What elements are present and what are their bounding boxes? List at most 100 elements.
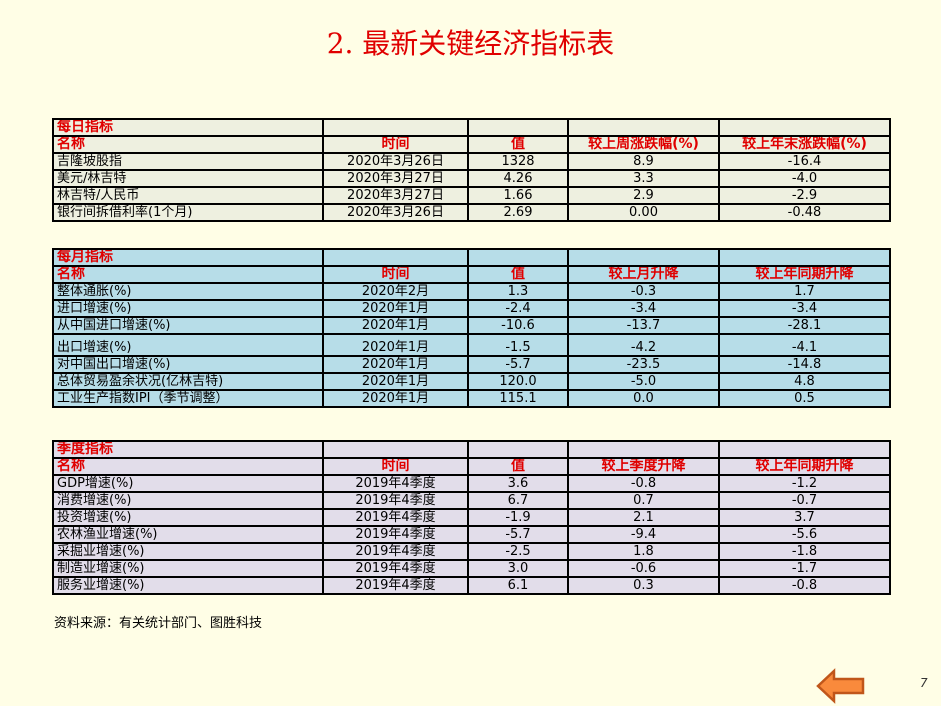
table-cell: 林吉特/人民币 bbox=[52, 186, 324, 205]
table-cell: -5.6 bbox=[718, 525, 891, 544]
table-cell: -0.48 bbox=[718, 203, 891, 222]
table-cell: 0.5 bbox=[718, 389, 891, 408]
table-cell: 0.00 bbox=[567, 203, 720, 222]
table-cell: -10.6 bbox=[467, 316, 569, 335]
column-header: 时间 bbox=[322, 265, 469, 284]
table-cell: 0.7 bbox=[567, 491, 720, 510]
table-cell: 2.1 bbox=[567, 508, 720, 527]
table-row: 从中国进口增速(%) 2020年1月 -10.6 -13.7 -28.1 bbox=[52, 316, 891, 335]
table-cell: 3.7 bbox=[718, 508, 891, 527]
section-title: 季度指标 bbox=[52, 440, 324, 459]
table-cell: 总体贸易盈余状况(亿林吉特) bbox=[52, 372, 324, 391]
back-arrow-icon[interactable] bbox=[815, 668, 867, 704]
column-header: 较上年末涨跌幅(%) bbox=[718, 135, 891, 154]
table-cell: -4.1 bbox=[718, 333, 891, 357]
column-header: 名称 bbox=[52, 265, 324, 284]
table-cell: 2019年4季度 bbox=[322, 559, 469, 578]
table-cell: -1.2 bbox=[718, 474, 891, 493]
table-cell: -1.7 bbox=[718, 559, 891, 578]
column-header: 较上年同期升降 bbox=[718, 457, 891, 476]
table-cell: -2.5 bbox=[467, 542, 569, 561]
table-cell: -5.7 bbox=[467, 355, 569, 374]
table-cell: 3.6 bbox=[467, 474, 569, 493]
column-header: 值 bbox=[467, 135, 569, 154]
table-cell: 银行间拆借利率(1个月) bbox=[52, 203, 324, 222]
table-cell: 8.9 bbox=[567, 152, 720, 171]
table-cell: -3.4 bbox=[718, 299, 891, 318]
table-row: 总体贸易盈余状况(亿林吉特) 2020年1月 120.0 -5.0 4.8 bbox=[52, 372, 891, 391]
table-row: 进口增速(%) 2020年1月 -2.4 -3.4 -3.4 bbox=[52, 299, 891, 318]
quarterly-indicators-table: 季度指标 名称 时间值较上季度升降 较上年同期升降 GDP增速(%) 2019年4季度 3.… bbox=[52, 440, 891, 595]
table-cell: 2.9 bbox=[567, 186, 720, 205]
monthly-indicators-table: 每月指标 名称 时间值较上月升降 较上年同期升降 整体通胀(%) 2020年2月 1.3 -0… bbox=[52, 248, 891, 408]
table-cell: 2020年3月26日 bbox=[322, 203, 469, 222]
table-cell: 2020年2月 bbox=[322, 282, 469, 301]
column-header: 较上季度升降 bbox=[567, 457, 720, 476]
table-cell: 从中国进口增速(%) bbox=[52, 316, 324, 335]
table-cell: 0.0 bbox=[567, 389, 720, 408]
daily-indicators-table: 每日指标 名称 时间值较上周涨跌幅(%) 较上年末涨跌幅(%) 吉隆坡股指 2020年3月… bbox=[52, 118, 891, 222]
table-row: 出口增速(%) 2020年1月 -1.5 -4.2 -4.1 bbox=[52, 333, 891, 357]
table-cell: -13.7 bbox=[567, 316, 720, 335]
table-cell: -28.1 bbox=[718, 316, 891, 335]
table-cell: -2.4 bbox=[467, 299, 569, 318]
table-row: 消费增速(%) 2019年4季度 6.7 0.7 -0.7 bbox=[52, 491, 891, 510]
column-header: 时间 bbox=[322, 135, 469, 154]
table-cell: 2020年3月26日 bbox=[322, 152, 469, 171]
table-cell: 投资增速(%) bbox=[52, 508, 324, 527]
table-cell: -0.3 bbox=[567, 282, 720, 301]
table-row: 吉隆坡股指 2020年3月26日 1328 8.9 -16.4 bbox=[52, 152, 891, 171]
header-row: 名称 时间值较上月升降 较上年同期升降 bbox=[52, 265, 891, 284]
section-row: 每日指标 bbox=[52, 118, 891, 137]
table-cell: -2.9 bbox=[718, 186, 891, 205]
page-title: 2. 最新关键经济指标表 bbox=[326, 27, 615, 60]
column-header: 值 bbox=[467, 265, 569, 284]
header-row: 名称 时间值较上周涨跌幅(%) 较上年末涨跌幅(%) bbox=[52, 135, 891, 154]
table-cell: 2020年1月 bbox=[322, 355, 469, 374]
column-header: 值 bbox=[467, 457, 569, 476]
page-number: 7 bbox=[920, 676, 928, 690]
table-row: 投资增速(%) 2019年4季度 -1.9 2.1 3.7 bbox=[52, 508, 891, 527]
table-row: 整体通胀(%) 2020年2月 1.3 -0.3 1.7 bbox=[52, 282, 891, 301]
table-cell: 6.1 bbox=[467, 576, 569, 595]
table-cell: 1.3 bbox=[467, 282, 569, 301]
section-title: 每月指标 bbox=[52, 248, 324, 267]
table-cell: 2020年1月 bbox=[322, 316, 469, 335]
table-row: 美元/林吉特 2020年3月27日 4.26 3.3 -4.0 bbox=[52, 169, 891, 188]
column-header: 较上周涨跌幅(%) bbox=[567, 135, 720, 154]
table-cell: -1.5 bbox=[467, 333, 569, 357]
table-cell: -0.6 bbox=[567, 559, 720, 578]
table-cell: 3.3 bbox=[567, 169, 720, 188]
table-cell: 1.8 bbox=[567, 542, 720, 561]
table-cell: 吉隆坡股指 bbox=[52, 152, 324, 171]
section-title: 每日指标 bbox=[52, 118, 324, 137]
table-cell: 1.7 bbox=[718, 282, 891, 301]
table-cell: 2019年4季度 bbox=[322, 508, 469, 527]
table-cell: 1.66 bbox=[467, 186, 569, 205]
table-cell: -23.5 bbox=[567, 355, 720, 374]
table-cell: 对中国出口增速(%) bbox=[52, 355, 324, 374]
table-cell: 115.1 bbox=[467, 389, 569, 408]
table-cell: 2019年4季度 bbox=[322, 474, 469, 493]
table-cell: 6.7 bbox=[467, 491, 569, 510]
column-header: 名称 bbox=[52, 135, 324, 154]
column-header: 较上年同期升降 bbox=[718, 265, 891, 284]
table-cell: 2020年3月27日 bbox=[322, 169, 469, 188]
table-cell: -0.8 bbox=[567, 474, 720, 493]
table-cell: 美元/林吉特 bbox=[52, 169, 324, 188]
table-cell: 2020年1月 bbox=[322, 299, 469, 318]
table-cell: -0.8 bbox=[718, 576, 891, 595]
table-row: 银行间拆借利率(1个月) 2020年3月26日 2.69 0.00 -0.48 bbox=[52, 203, 891, 222]
table-cell: 3.0 bbox=[467, 559, 569, 578]
table-row: 林吉特/人民币 2020年3月27日 1.66 2.9 -2.9 bbox=[52, 186, 891, 205]
table-cell: 2019年4季度 bbox=[322, 491, 469, 510]
table-cell: 2020年1月 bbox=[322, 389, 469, 408]
table-cell: 2019年4季度 bbox=[322, 525, 469, 544]
table-cell: -4.2 bbox=[567, 333, 720, 357]
table-cell: -0.7 bbox=[718, 491, 891, 510]
table-row: 对中国出口增速(%) 2020年1月 -5.7 -23.5 -14.8 bbox=[52, 355, 891, 374]
section-row: 季度指标 bbox=[52, 440, 891, 459]
table-cell: -9.4 bbox=[567, 525, 720, 544]
table-cell: 进口增速(%) bbox=[52, 299, 324, 318]
header-row: 名称 时间值较上季度升降 较上年同期升降 bbox=[52, 457, 891, 476]
